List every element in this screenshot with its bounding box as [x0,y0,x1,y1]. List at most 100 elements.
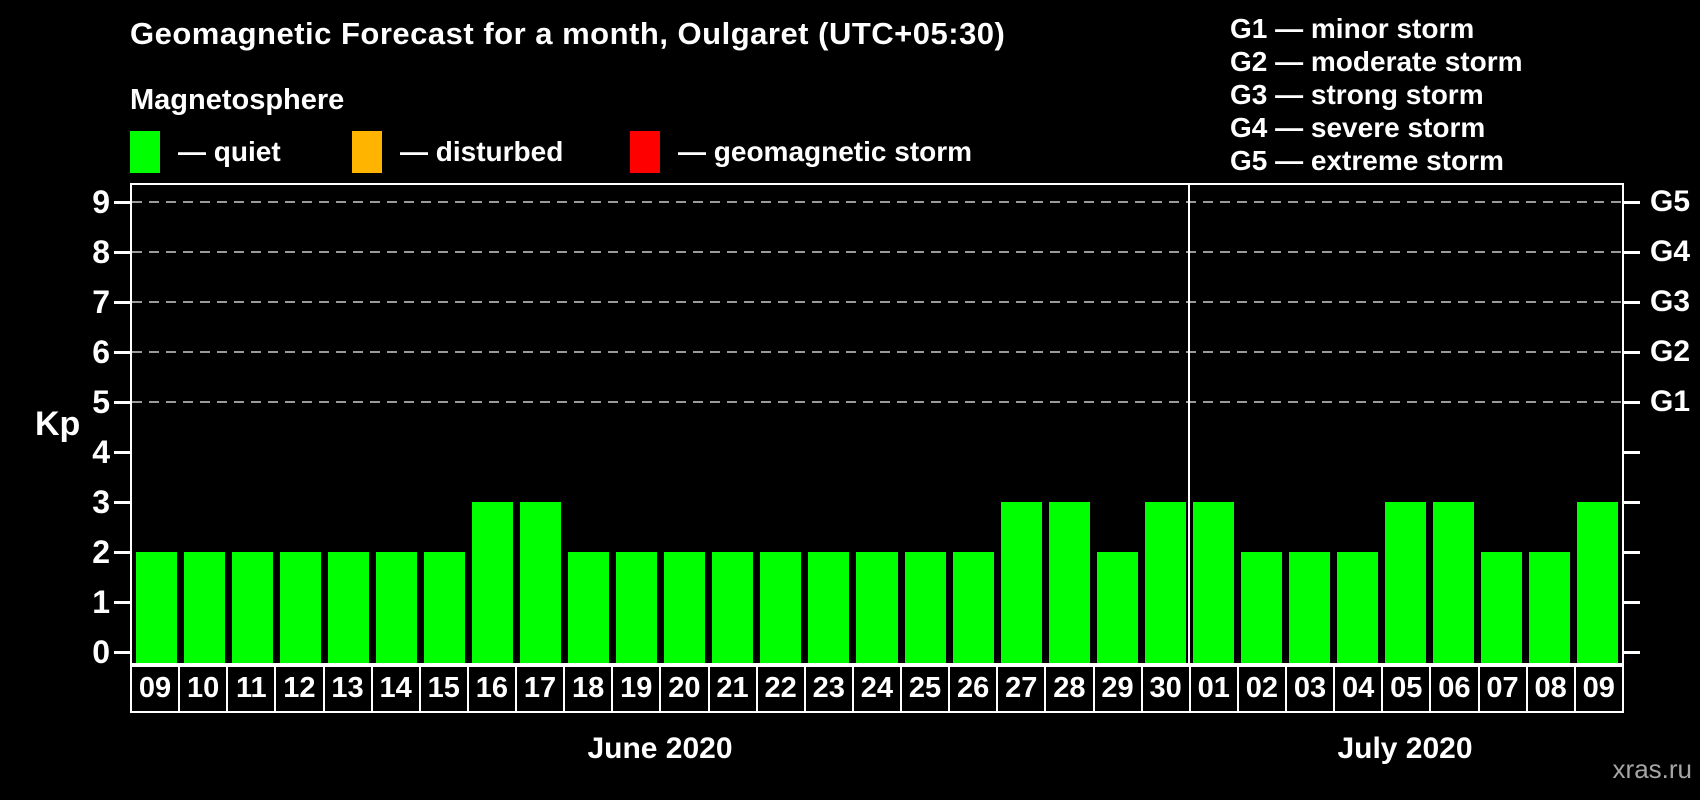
y-tick-right-9 [1624,201,1640,204]
date-cell-jun-22: 22 [755,665,806,713]
kp-bar-13 [327,552,369,663]
gridline-kp-7 [132,301,1622,303]
date-cell-jun-15: 15 [418,665,469,713]
date-cell-jun-18: 18 [563,665,614,713]
y-tick-label-2: 2 [92,534,110,570]
y-tick-right-6 [1624,351,1640,354]
y-tick-left-7 [114,301,130,304]
kp-bar-15 [423,552,465,663]
date-cell-jun-10: 10 [178,665,229,713]
date-cell-jun-17: 17 [515,665,566,713]
g4-legend-line: G4 — severe storm [1230,112,1486,143]
kp-bar-28 [1048,502,1090,663]
y-tick-label-6: 6 [92,334,110,370]
date-cell-jun-23: 23 [803,665,854,713]
y-tick-left-0 [114,651,130,654]
y-tick-label-4: 4 [92,434,110,470]
month-divider-line [1188,185,1191,663]
legend-item-quiet: — quiet [130,131,281,173]
y-tick-left-6 [114,351,130,354]
month-label-july: July 2020 [1337,732,1473,765]
g2-legend-line: G2 — moderate storm [1230,46,1523,77]
legend-item-disturbed: — disturbed [352,131,563,173]
date-cell-jul-04: 04 [1333,665,1384,713]
kp-bar-14 [375,552,417,663]
kp-bar-02 [1240,552,1283,663]
disturbed-color-swatch [352,131,382,173]
g-scale-legend: G1 — minor storm G2 — moderate storm G3 … [1230,12,1523,177]
y-tick-right-8 [1624,251,1640,254]
disturbed-legend-label: — disturbed [400,136,564,167]
date-cell-jun-20: 20 [659,665,710,713]
quiet-color-swatch [130,131,160,173]
storm-color-swatch [630,131,660,173]
right-axis-label-g1: G1 [1650,385,1691,418]
kp-bar-01 [1192,502,1234,663]
kp-bar-30 [1144,502,1186,663]
month-label-june: June 2020 [587,732,733,765]
y-tick-left-9 [114,201,130,204]
date-cell-jul-07: 07 [1477,665,1528,713]
kp-bar-19 [616,552,658,663]
date-cell-jun-14: 14 [370,665,421,713]
y-tick-left-4 [114,451,130,454]
date-cell-jun-11: 11 [226,665,277,713]
date-cell-jul-06: 06 [1429,665,1480,713]
y-tick-label-8: 8 [92,234,110,270]
date-cell-jun-26: 26 [948,665,999,713]
date-cell-jun-13: 13 [322,665,373,713]
chart-title: Geomagnetic Forecast for a month, Oulgar… [130,16,1006,51]
kp-bar-25 [904,552,946,663]
y-tick-right-5 [1624,401,1640,404]
date-cell-jun-12: 12 [274,665,325,713]
date-cell-jun-27: 27 [996,665,1047,713]
y-tick-left-1 [114,601,130,604]
kp-bar-27 [1000,502,1042,663]
kp-bar-29 [1096,552,1138,663]
right-axis-label-g5: G5 [1650,185,1691,218]
right-axis-label-g3: G3 [1650,285,1691,318]
kp-bar-17 [520,502,562,663]
kp-bar-10 [183,552,225,663]
kp-bar-05 [1385,502,1427,663]
kp-bar-09 [135,552,177,663]
date-cell-jun-19: 19 [611,665,662,713]
kp-bar-26 [952,552,994,663]
date-cell-jul-05: 05 [1381,665,1432,713]
kp-bar-07 [1481,552,1523,663]
plot-area [130,183,1624,665]
date-cell-jun-09: 09 [130,665,181,713]
kp-bar-18 [568,552,610,663]
kp-bar-09 [1577,502,1619,663]
date-cell-jun-28: 28 [1044,665,1095,713]
right-axis-label-g2: G2 [1650,335,1691,368]
date-cell-jul-08: 08 [1525,665,1576,713]
y-tick-label-5: 5 [92,384,110,420]
date-cell-jun-21: 21 [707,665,758,713]
g3-legend-line: G3 — strong storm [1230,79,1484,110]
y-tick-left-3 [114,501,130,504]
kp-bar-20 [664,552,706,663]
kp-bar-04 [1337,552,1379,663]
kp-bar-21 [712,552,754,663]
y-tick-label-0: 0 [92,634,110,670]
gridline-kp-6 [132,351,1622,353]
y-tick-label-1: 1 [92,584,110,620]
y-tick-label-3: 3 [92,484,110,520]
kp-bar-16 [471,502,513,663]
date-cell-jul-01: 01 [1188,665,1239,713]
date-cell-jul-03: 03 [1285,665,1336,713]
y-tick-right-1 [1624,601,1640,604]
date-cell-jul-02: 02 [1236,665,1287,713]
g1-legend-line: G1 — minor storm [1230,13,1475,44]
kp-bar-11 [231,552,273,663]
kp-bar-12 [279,552,321,663]
right-axis-label-g4: G4 [1650,235,1691,268]
date-cell-jun-16: 16 [466,665,517,713]
date-cell-jun-24: 24 [851,665,902,713]
y-tick-right-3 [1624,501,1640,504]
gridline-kp-8 [132,251,1622,253]
kp-bar-06 [1433,502,1475,663]
legend-title: Magnetosphere [130,84,345,116]
